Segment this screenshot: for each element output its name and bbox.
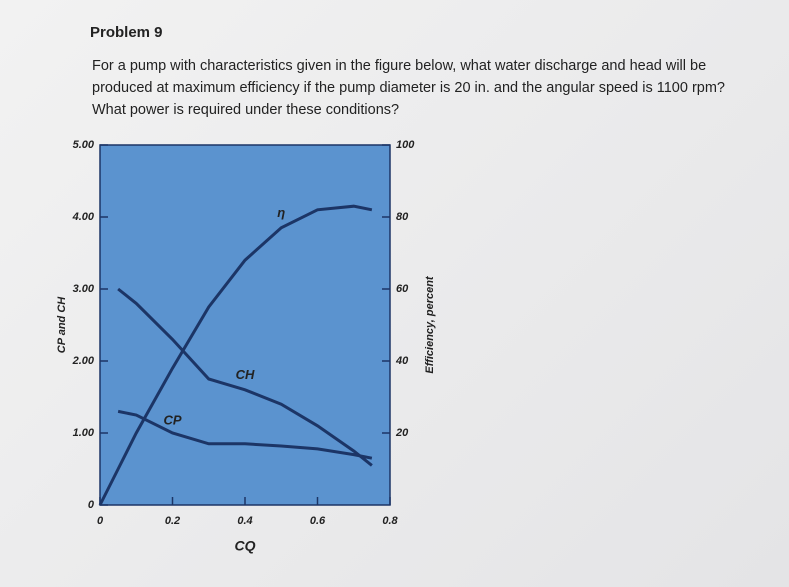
problem-text: produced at maximum efficiency if the pu… xyxy=(92,80,725,96)
series-label: CP xyxy=(163,412,181,427)
problem-title: Problem 9 xyxy=(90,24,163,41)
y2-tick-label: 40 xyxy=(395,355,409,367)
y-tick-label: 3.00 xyxy=(73,283,95,295)
y-tick-label: 1.00 xyxy=(73,427,95,439)
y-tick-label: 2.00 xyxy=(72,355,95,367)
plot-area xyxy=(99,144,391,506)
x-tick-label: 0 xyxy=(97,515,104,527)
x-axis-label: CQ xyxy=(235,538,256,554)
y2-axis-label: Efficiency, percent xyxy=(424,275,436,374)
y-tick-label: 0 xyxy=(88,499,95,511)
y2-tick-label: 80 xyxy=(396,211,409,223)
y2-tick-label: 60 xyxy=(396,283,409,295)
series-line xyxy=(117,409,373,460)
y-tick-label: 5.00 xyxy=(73,139,95,151)
problem-text: What power is required under these condi… xyxy=(92,102,400,118)
problem-text: For a pump with characteristics given in… xyxy=(92,58,707,74)
y2-tick-label: 100 xyxy=(396,139,415,151)
x-tick-label: 0.8 xyxy=(382,515,398,527)
y-tick-label: 4.00 xyxy=(72,211,95,223)
series-line xyxy=(98,204,373,506)
series-label: CH xyxy=(236,367,255,382)
y-axis-label: CP and CH xyxy=(56,296,68,353)
y2-tick-label: 20 xyxy=(395,427,409,439)
x-tick-label: 0.4 xyxy=(237,515,252,527)
x-tick-label: 0.2 xyxy=(165,515,180,527)
series-label: η xyxy=(277,205,285,220)
series-line xyxy=(117,287,373,467)
x-tick-label: 0.6 xyxy=(310,515,326,527)
